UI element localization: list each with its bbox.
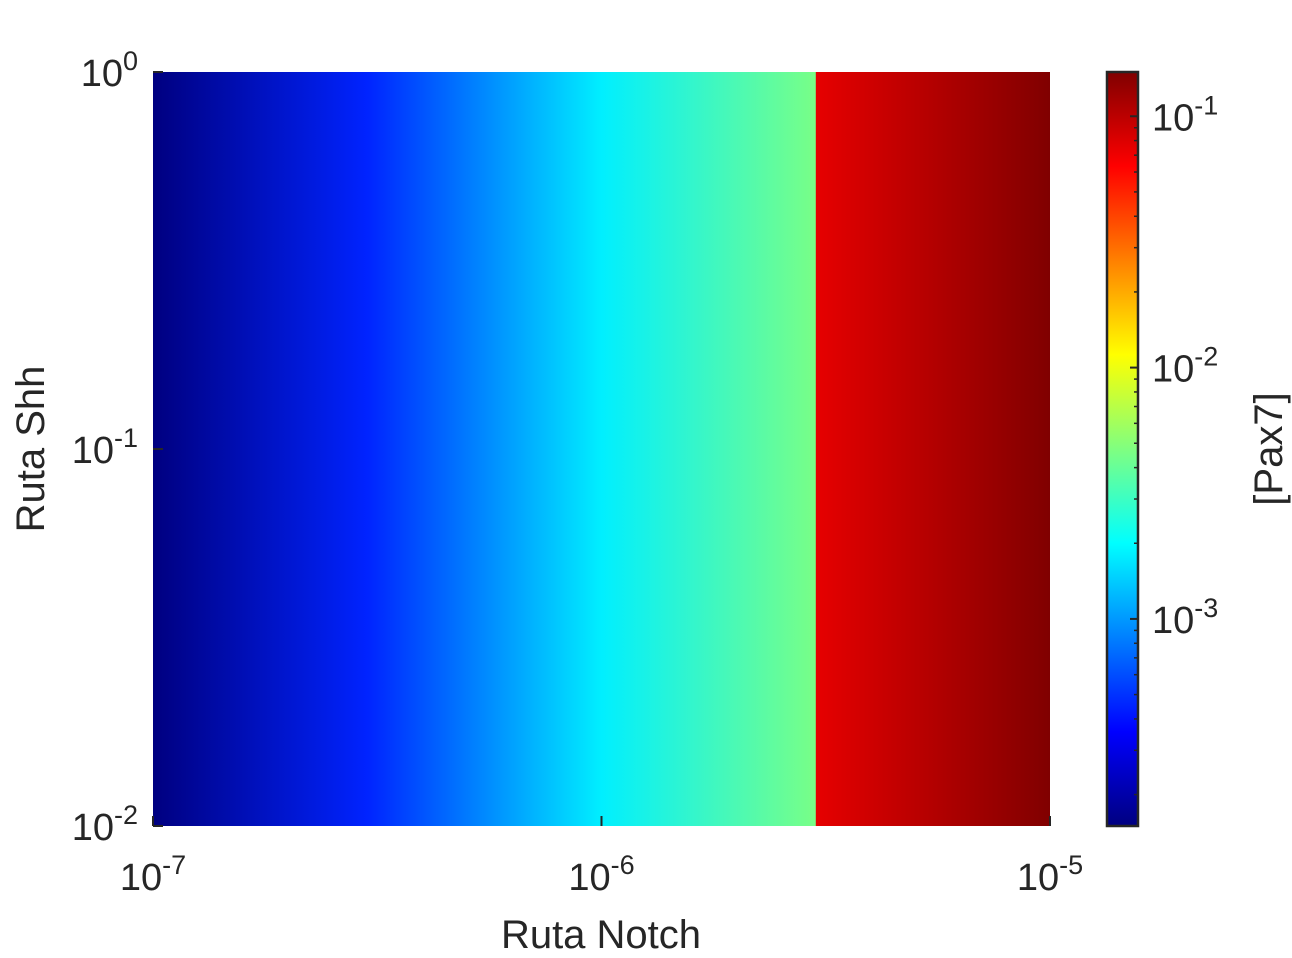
- colorbar-fill: [1105, 70, 1140, 828]
- x-tick-label: 10-7: [120, 850, 186, 899]
- colorbar-label: [Pax7]: [1247, 392, 1291, 505]
- x-tick-label: 10-5: [1017, 850, 1083, 899]
- axes: 10-7 10-6 10-5 10-2 10-1 100: [72, 46, 1083, 899]
- colorbar-tick-label: 10-3: [1152, 593, 1218, 642]
- y-tick-label: 100: [81, 46, 138, 95]
- x-axis-label: Ruta Notch: [501, 913, 701, 957]
- heatmap-area: [153, 72, 1050, 826]
- y-axis-label: Ruta Shh: [9, 366, 53, 533]
- colorbar-tick-label: 10-2: [1152, 342, 1218, 391]
- y-tick-label: 10-1: [72, 423, 138, 472]
- colorbar: 10-3 10-2 10-1: [1105, 70, 1218, 828]
- x-tick-label: 10-6: [568, 850, 634, 899]
- colorbar-tick-label: 10-1: [1152, 90, 1218, 139]
- y-tick-label: 10-2: [72, 800, 138, 849]
